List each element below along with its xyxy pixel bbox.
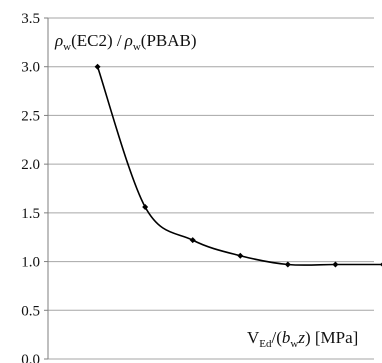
data-point-1 <box>142 204 149 211</box>
y-axis-title-text-1: (EC2) / <box>71 31 122 50</box>
y-tick-label-1: 0.5 <box>21 303 40 319</box>
y-axis-title-text-2: (PBAB) <box>141 31 197 50</box>
data-point-3 <box>237 252 244 259</box>
y-tick-label-5: 2.5 <box>21 108 40 124</box>
y-tick-labels: 0.0 0.5 1.0 1.5 2.0 2.5 3.0 3.5 <box>21 11 48 363</box>
y-axis-title-rho-2: ρ <box>124 31 133 50</box>
data-point-4 <box>284 261 291 268</box>
y-tick-label-6: 3.0 <box>21 60 40 76</box>
x-axis-title-sub-w: w <box>290 338 298 350</box>
y-tick-label-2: 1.0 <box>21 255 40 271</box>
x-axis-title-close: ) [MPa] <box>305 328 358 347</box>
x-axis-title-z: z <box>297 328 305 347</box>
y-axis-title-sub-1: w <box>63 41 71 53</box>
grid-lines <box>48 17 374 360</box>
x-axis-title-sub-ed: Ed <box>259 338 272 350</box>
y-tick-label-7: 3.5 <box>21 11 40 27</box>
data-point-5 <box>332 261 339 268</box>
y-axis-title-rho-1: ρ <box>54 31 63 50</box>
series-line-0 <box>96 66 382 266</box>
y-tick-label-4: 2.0 <box>21 157 40 173</box>
x-axis-title-open: /( <box>272 328 283 347</box>
y-tick-label-0: 0.0 <box>21 352 40 363</box>
x-axis-title-v: V <box>247 328 260 347</box>
x-axis-title-b: b <box>282 328 291 347</box>
series-layer <box>94 63 382 268</box>
y-axis-title: ρw(EC2) / ρw(PBAB) <box>54 31 197 53</box>
x-axis-title: VEd/(bwz) [MPa] <box>247 328 358 350</box>
data-point-2 <box>189 237 196 244</box>
data-point-0 <box>94 63 101 70</box>
y-tick-label-3: 1.5 <box>21 206 40 222</box>
y-axis-title-sub-2: w <box>133 41 141 53</box>
